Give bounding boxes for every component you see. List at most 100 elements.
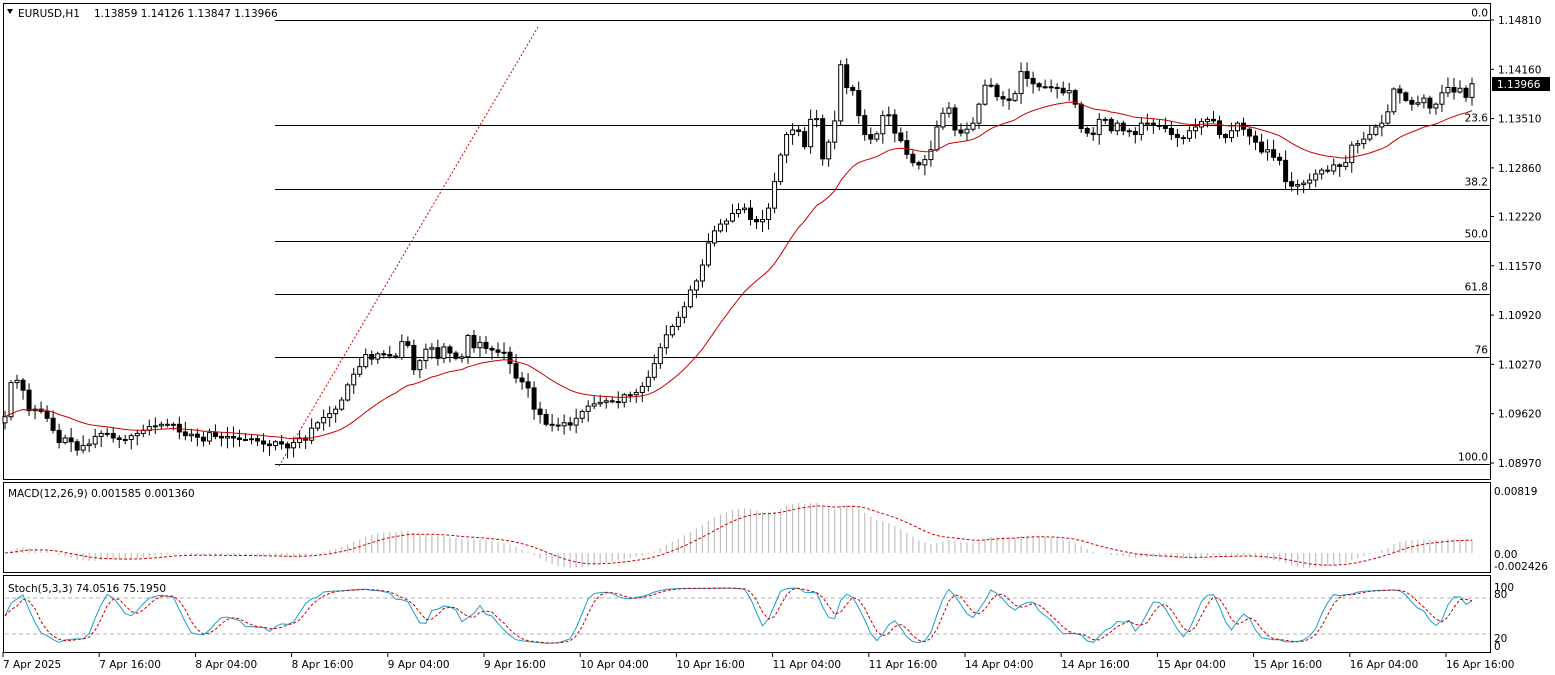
trend-line-dotted[interactable] — [278, 26, 539, 467]
candle — [1253, 130, 1259, 151]
candle — [405, 336, 411, 348]
candle — [1006, 88, 1012, 110]
candle — [399, 334, 405, 360]
time-axis-label: 8 Apr 16:00 — [292, 659, 354, 671]
candle — [1397, 84, 1403, 104]
stoch-pane[interactable] — [3, 575, 1491, 653]
candle — [152, 417, 158, 435]
candle — [56, 423, 62, 449]
candle — [1457, 80, 1463, 94]
candle — [663, 325, 669, 355]
candle — [681, 301, 687, 324]
macd-pane[interactable] — [3, 482, 1491, 573]
time-axis-label: 7 Apr 16:00 — [99, 659, 161, 671]
candle — [537, 401, 543, 424]
candle — [1259, 133, 1265, 155]
candle — [1247, 127, 1253, 145]
candle — [170, 422, 176, 431]
candle — [1042, 79, 1048, 89]
candle — [194, 428, 200, 447]
candle — [1198, 118, 1204, 136]
time-axis-label: 15 Apr 16:00 — [1254, 659, 1322, 671]
candle — [639, 382, 645, 403]
current-price-label: 1.13966 — [1497, 79, 1541, 91]
macd-tick-label: 0.00 — [1494, 549, 1517, 561]
candle — [483, 336, 489, 354]
candle — [465, 333, 471, 364]
candle — [844, 58, 850, 95]
candle — [1421, 94, 1427, 109]
fib-level-label: 38.2 — [1465, 177, 1488, 189]
candle — [1000, 91, 1006, 107]
candle — [591, 396, 597, 410]
candle — [68, 427, 74, 453]
macd-title: MACD(12,26,9) 0.001585 0.001360 — [8, 488, 195, 500]
candle — [158, 421, 164, 430]
stoch-tick-label: 20 — [1494, 633, 1507, 645]
trend-line[interactable] — [278, 26, 539, 467]
candle — [1463, 85, 1469, 102]
candle — [850, 84, 856, 96]
candle — [14, 374, 20, 389]
candle — [1469, 77, 1475, 106]
candle — [321, 409, 327, 431]
candle — [92, 428, 98, 449]
candle — [603, 397, 609, 409]
candle — [790, 123, 796, 145]
candle — [940, 107, 946, 130]
candle — [1373, 124, 1379, 137]
candle — [621, 392, 627, 408]
moving-average — [4, 101, 1473, 440]
stoch-tick-label: 80 — [1494, 589, 1507, 601]
candle — [742, 203, 748, 214]
price-tick-label: 1.14810 — [1498, 15, 1541, 27]
candle — [1433, 102, 1439, 115]
candle — [832, 110, 838, 150]
time-axis-label: 9 Apr 04:00 — [388, 659, 450, 671]
candle — [868, 127, 874, 145]
candle — [477, 335, 483, 358]
price-pane[interactable] — [3, 3, 1491, 480]
candle — [1054, 83, 1060, 99]
candle — [62, 434, 68, 445]
candle — [1301, 180, 1307, 194]
time-axis-label: 11 Apr 04:00 — [773, 659, 841, 671]
candle — [339, 396, 345, 411]
candle — [1439, 84, 1445, 113]
candle — [303, 435, 309, 449]
candle — [904, 131, 910, 159]
candle — [1277, 153, 1283, 166]
candle — [982, 79, 988, 106]
price-tick-label: 1.12220 — [1498, 211, 1541, 223]
macd-tick-label: -0.002426 — [1494, 561, 1548, 573]
candle — [645, 370, 651, 392]
candle — [555, 417, 561, 431]
candle — [369, 350, 375, 366]
candle — [760, 209, 766, 232]
price-tick-label: 1.12860 — [1498, 163, 1541, 175]
candle — [1186, 125, 1192, 142]
candle — [429, 343, 435, 360]
candle — [471, 330, 477, 353]
price-tick-label: 1.10920 — [1498, 310, 1541, 322]
candle — [898, 127, 904, 143]
candle — [1072, 88, 1078, 108]
candle — [128, 433, 134, 450]
candle — [778, 152, 784, 186]
dropdown-triangle-icon[interactable] — [7, 9, 13, 14]
candle — [1379, 114, 1385, 137]
candle — [826, 139, 832, 167]
candle — [224, 427, 230, 449]
candle — [285, 441, 291, 459]
time-axis-label: 11 Apr 16:00 — [869, 659, 937, 671]
candle — [1265, 139, 1271, 161]
candle — [723, 218, 729, 233]
candle — [922, 154, 928, 176]
fibonacci-levels[interactable]: 0.0 23.6 38.2 50.0 61.8 76 100.0 — [275, 8, 1490, 465]
time-axis-label: 16 Apr 04:00 — [1350, 659, 1418, 671]
candle — [315, 421, 321, 432]
candle — [886, 106, 892, 126]
candle — [1036, 82, 1042, 92]
candle — [447, 344, 453, 363]
